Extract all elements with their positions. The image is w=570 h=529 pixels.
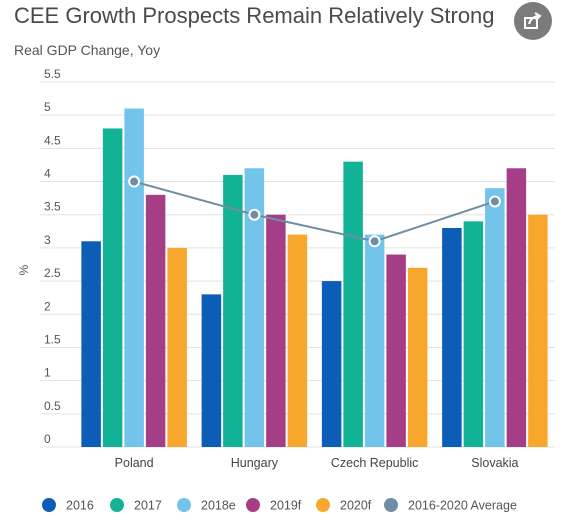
y-axis-ticks: 0 0.5 1 1.5 2 2.5 3 3.5 4 4.5 5 5.5 [44,67,61,446]
bar-2018e-hungary[interactable] [244,168,265,448]
average-line [128,175,501,248]
y-tick-label: 4 [44,167,51,181]
x-category-label: Poland [115,456,154,470]
x-category-label: Hungary [231,456,279,470]
average-point[interactable] [248,208,261,221]
bar-2017-hungary[interactable] [223,174,243,447]
x-category-label: Czech Republic [331,456,419,470]
legend-swatch [42,498,56,512]
bar-2020f-poland[interactable] [167,247,187,447]
legend-item-2016[interactable]: 2016 [42,498,94,513]
chart-subtitle: Real GDP Change, Yoy [14,42,161,58]
legend-label: 2019f [270,499,302,513]
average-point[interactable] [128,175,141,188]
bar-2019f-hungary[interactable] [266,214,286,447]
bar-2018e-slovakia[interactable] [485,188,505,447]
y-tick-label: 1 [44,366,51,380]
y-tick-label: 1.5 [44,332,61,346]
y-tick-label: 4.5 [44,133,61,147]
bar-2016-hungary[interactable] [201,294,222,447]
x-axis-categories: Poland Hungary Czech Republic Slovakia [115,456,519,470]
average-point[interactable] [368,235,381,248]
y-tick-label: 5.5 [44,67,61,81]
chart-title: CEE Growth Prospects Remain Relatively S… [14,3,495,28]
bar-2019f-poland[interactable] [145,194,166,447]
legend-swatch [110,498,124,512]
legend-label: 2016 [66,499,94,513]
average-point[interactable] [488,195,501,208]
bar-2018e-poland[interactable] [124,108,144,447]
legend-label: 2016-2020 Average [408,499,517,513]
legend-label: 2017 [134,499,162,513]
bar-2018e-czech-republic[interactable] [364,234,385,447]
bar-2020f-slovakia[interactable] [528,214,548,447]
bar-2017-slovakia[interactable] [463,221,484,447]
legend-item-2016-2020 Average[interactable]: 2016-2020 Average [384,498,517,513]
x-category-label: Slovakia [471,456,518,470]
legend-item-2017[interactable]: 2017 [110,498,162,513]
legend-swatch [384,498,398,512]
y-tick-label: 5 [44,100,51,114]
legend-label: 2020f [340,499,372,513]
bar-2020f-czech-republic[interactable] [407,267,428,447]
y-tick-label: 2 [44,299,51,313]
legend-swatch [177,498,191,512]
legend-label: 2018e [201,499,236,513]
bar-2017-czech-republic[interactable] [343,161,363,448]
y-tick-label: 0.5 [44,399,61,413]
bar-2017-poland[interactable] [102,128,123,448]
legend-swatch [246,498,260,512]
bar-2016-poland[interactable] [81,241,101,447]
bar-2019f-slovakia[interactable] [506,168,527,448]
share-icon [524,12,542,29]
share-button[interactable] [514,2,552,40]
y-tick-label: 3 [44,233,51,247]
legend-swatch [316,498,330,512]
bar-2016-czech-republic[interactable] [321,281,342,447]
bars [81,108,548,448]
bar-2020f-hungary[interactable] [287,234,308,447]
bar-2016-slovakia[interactable] [442,228,462,447]
legend-item-2019f[interactable]: 2019f [246,498,302,513]
bar-2019f-czech-republic[interactable] [386,254,406,447]
y-tick-label: 0 [44,432,51,446]
y-tick-label: 2.5 [44,266,61,280]
legend-item-2018e[interactable]: 2018e [177,498,236,513]
legend-item-2020f[interactable]: 2020f [316,498,372,513]
average-line-path [133,180,496,243]
y-axis-label: % [17,264,31,275]
y-tick-label: 3.5 [44,200,61,214]
legend[interactable]: 2016 2017 2018e 2019f 2020f 2016-2020 Average [42,498,517,513]
